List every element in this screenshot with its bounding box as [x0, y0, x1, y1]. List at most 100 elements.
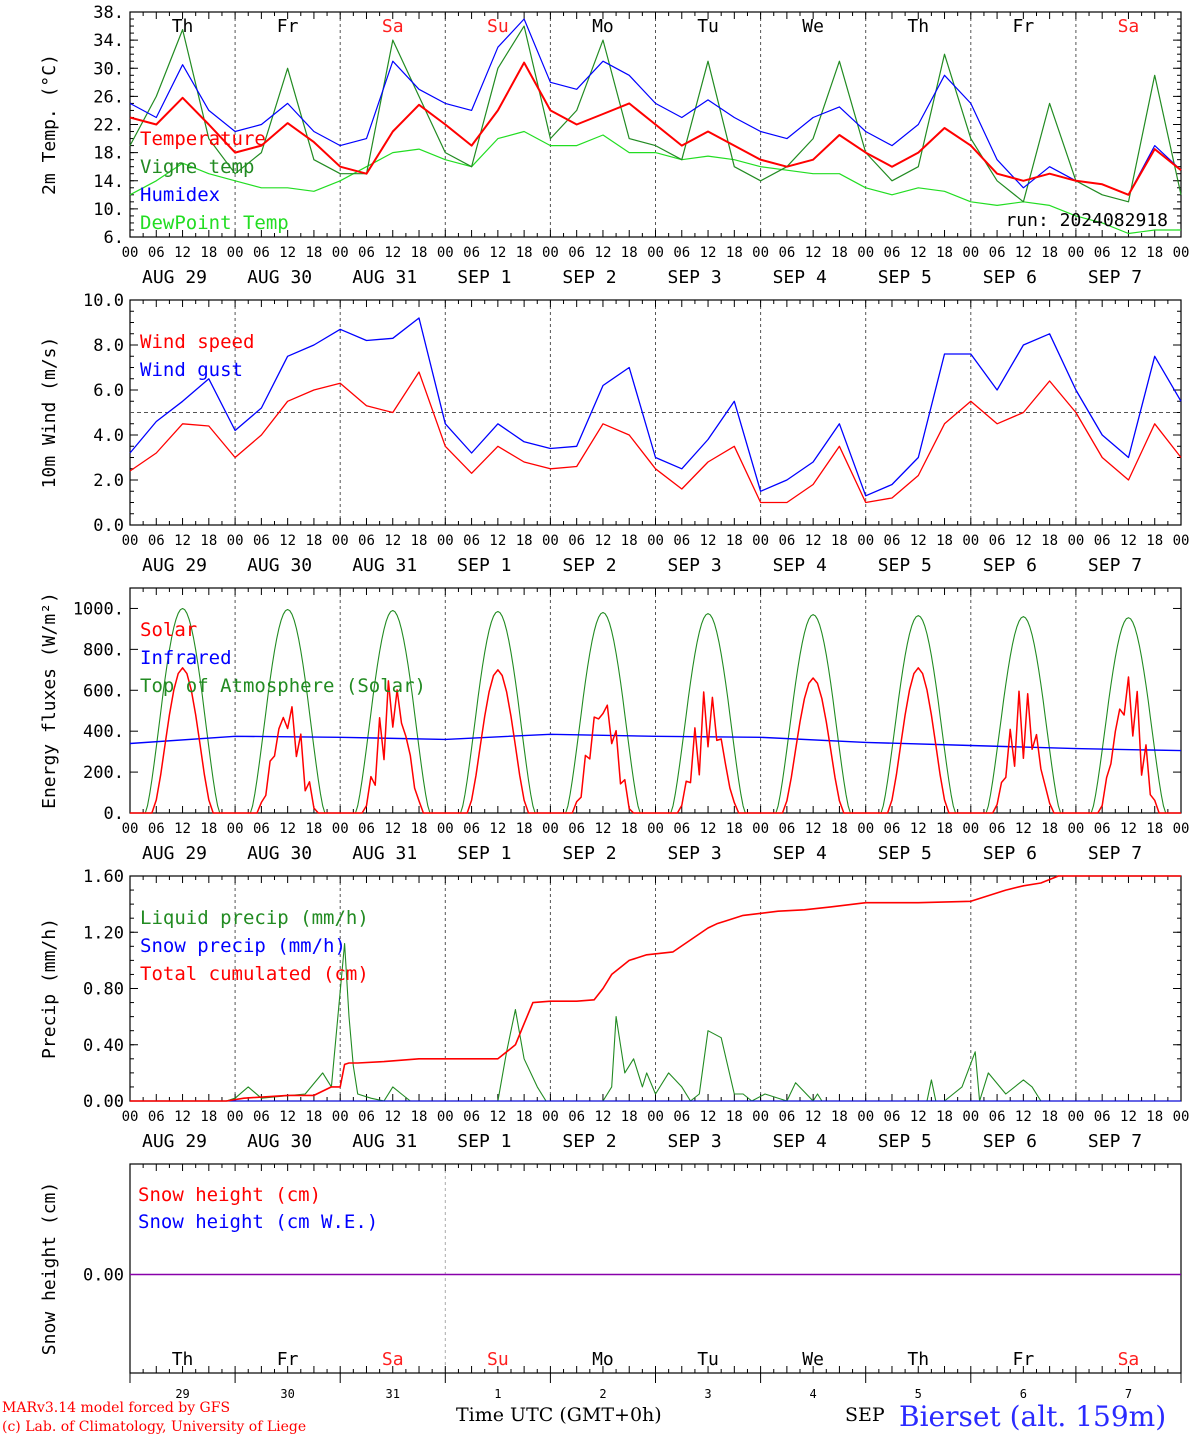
weekday-label: We [802, 1349, 824, 1370]
x-hour-label: 18 [200, 1109, 217, 1125]
weekday-label: Fr [1013, 1349, 1035, 1370]
y-axis-title: Precip (mm/h) [39, 918, 60, 1059]
y-tick-label: 14. [93, 172, 124, 192]
y-tick-label: 10. [93, 200, 124, 220]
legend-entry: Liquid precip (mm/h) [140, 907, 369, 929]
wind-series-line [129, 317, 1182, 497]
x-date-label: AUG 30 [247, 1131, 312, 1152]
x-date-label: SEP 5 [878, 267, 932, 288]
temp-series-line [129, 18, 1182, 196]
x-hour-label: 06 [358, 533, 375, 549]
x-date-label: SEP 3 [668, 267, 722, 288]
x-hour-label: 06 [463, 1109, 480, 1125]
x-hour-label: 00 [122, 533, 139, 549]
x-hour-label: 00 [1067, 1109, 1084, 1125]
x-hour-label: 18 [305, 1109, 322, 1125]
y-tick-label: 0.80 [83, 980, 124, 1000]
x-hour-label: 06 [989, 821, 1006, 837]
legend-entry: Top of Atmosphere (Solar) [140, 675, 426, 697]
y-axis-title: 10m Wind (m/s) [39, 337, 60, 489]
x-hour-label: 00 [437, 245, 454, 261]
x-date-label: SEP 2 [562, 267, 616, 288]
x-hour-label: 12 [595, 245, 612, 261]
x-date-label: AUG 29 [142, 843, 207, 864]
x-hour-label: 18 [1146, 1109, 1163, 1125]
legend-entry: DewPoint Temp [140, 212, 289, 234]
x-hour-label: 06 [673, 1109, 690, 1125]
x-hour-label: 12 [174, 821, 191, 837]
x-date-label: SEP 4 [773, 1131, 827, 1152]
y-tick-label: 0.40 [83, 1036, 124, 1056]
y-tick-label: 6.0 [93, 381, 124, 401]
legend-entry: Temperature [140, 128, 266, 150]
x-date-label: AUG 30 [247, 843, 312, 864]
day-number-label: 7 [1125, 1387, 1132, 1401]
day-number-label: 2 [599, 1387, 606, 1401]
x-hour-label: 00 [437, 1109, 454, 1125]
x-hour-label: 00 [647, 533, 664, 549]
x-hour-label: 00 [122, 821, 139, 837]
x-hour-label: 00 [542, 245, 559, 261]
x-date-label: SEP 7 [1088, 555, 1142, 576]
day-number-label: 5 [915, 1387, 922, 1401]
y-tick-label: 1.20 [83, 923, 124, 943]
x-hour-label: 06 [989, 245, 1006, 261]
model-label: MARv3.14 model forced by GFS [2, 1400, 231, 1416]
x-date-label: SEP 3 [668, 1131, 722, 1152]
x-hour-label: 00 [1173, 821, 1190, 837]
x-hour-label: 12 [279, 821, 296, 837]
y-tick-label: 1000. [73, 599, 124, 619]
x-hour-label: 12 [489, 821, 506, 837]
x-hour-label: 06 [989, 533, 1006, 549]
legend-entry: Vigne temp [140, 156, 254, 178]
x-hour-label: 06 [568, 821, 585, 837]
x-hour-label: 18 [936, 821, 953, 837]
x-hour-label: 12 [174, 533, 191, 549]
x-date-label: SEP 7 [1088, 267, 1142, 288]
x-hour-label: 06 [568, 1109, 585, 1125]
weekday-label: Su [487, 16, 509, 37]
x-hour-label: 06 [673, 821, 690, 837]
x-hour-label: 12 [805, 533, 822, 549]
x-date-label: SEP 1 [457, 843, 511, 864]
x-hour-label: 00 [227, 245, 244, 261]
x-hour-label: 18 [516, 821, 533, 837]
x-hour-label: 00 [857, 821, 874, 837]
day-number-label: 6 [1020, 1387, 1027, 1401]
y-axis-title: Energy fluxes (W/m²) [39, 592, 60, 809]
x-hour-label: 00 [962, 245, 979, 261]
y-tick-label: 800. [83, 640, 124, 660]
x-hour-label: 12 [910, 533, 927, 549]
x-hour-label: 12 [384, 245, 401, 261]
x-hour-label: 00 [647, 245, 664, 261]
x-date-label: SEP 2 [562, 555, 616, 576]
x-hour-label: 12 [805, 1109, 822, 1125]
x-hour-label: 00 [857, 533, 874, 549]
x-date-label: SEP 3 [668, 843, 722, 864]
weekday-label: Th [907, 16, 929, 37]
x-hour-label: 06 [884, 245, 901, 261]
weekday-label: Fr [277, 1349, 299, 1370]
x-hour-label: 12 [1015, 1109, 1032, 1125]
x-date-label: SEP 7 [1088, 1131, 1142, 1152]
x-date-label: SEP 5 [878, 555, 932, 576]
x-hour-label: 12 [805, 245, 822, 261]
x-hour-label: 12 [489, 245, 506, 261]
x-hour-label: 18 [621, 533, 638, 549]
weekday-label: Sa [1118, 1349, 1140, 1370]
x-hour-label: 18 [411, 1109, 428, 1125]
x-hour-label: 18 [621, 1109, 638, 1125]
x-hour-label: 12 [910, 1109, 927, 1125]
x-hour-label: 06 [568, 533, 585, 549]
day-number-label: 29 [175, 1387, 189, 1401]
x-hour-label: 18 [726, 245, 743, 261]
x-hour-label: 06 [253, 533, 270, 549]
x-hour-label: 18 [1041, 821, 1058, 837]
y-tick-label: 0. [104, 804, 124, 824]
weekday-label: We [802, 16, 824, 37]
x-hour-label: 18 [1041, 1109, 1058, 1125]
x-hour-label: 12 [174, 1109, 191, 1125]
x-date-label: SEP 1 [457, 1131, 511, 1152]
total-cumulated-line [130, 875, 1181, 1102]
weekday-label: Sa [1118, 16, 1140, 37]
